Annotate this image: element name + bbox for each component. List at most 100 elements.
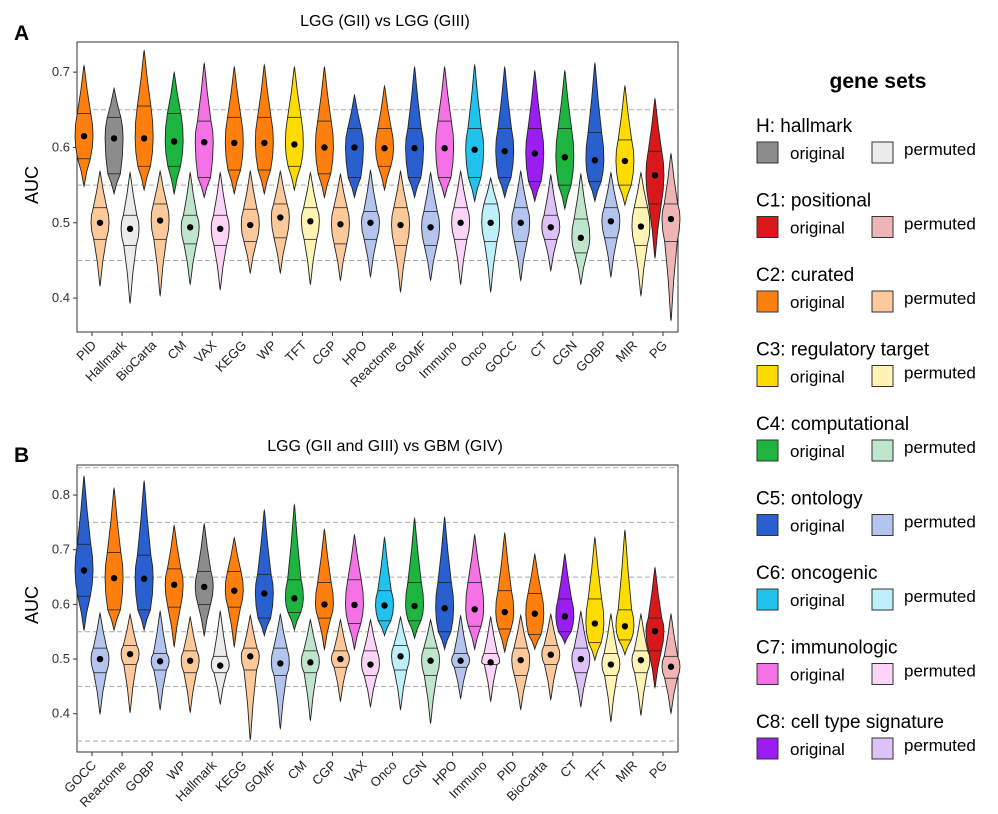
legend: gene sets H: hallmark original permuted C1:… (756, 70, 976, 760)
panel-a-median-point-original-immuno (441, 145, 448, 152)
legend-label-permuted: permuted (904, 289, 976, 308)
panel-a-median-point-original-wp (261, 139, 268, 147)
panel-b-violin-permuted-hallmark (210, 609, 230, 706)
panel-b-plot-frame (76, 464, 679, 753)
panel-a: A LGG (GII) vs LGG (GIII) AUC 0.4 0.5 0.6 0… (14, 13, 681, 390)
panel-a-median-point-permuted-gocc (517, 219, 524, 226)
panel-b-violin-original-cgn (405, 516, 425, 640)
panel-b-median-point-original-gobp (140, 575, 148, 582)
panel-a-violin-permuted-cgn (571, 172, 591, 286)
panel-a-y-tick-label: 0.6 (52, 139, 70, 154)
panel-a-title: LGG (GII) vs LGG (GIII) (300, 13, 470, 30)
panel-b-median-point-permuted-immuno (487, 659, 494, 666)
legend-group-h: H: hallmark (756, 116, 853, 137)
panel-a-violin-original-immuno (435, 65, 455, 200)
panel-a-violin-permuted-tft (300, 171, 320, 286)
panel-a-median-point-original-kegg (231, 139, 238, 147)
panel-b-median-point-permuted-tft (607, 661, 615, 668)
panel-a-median-point-permuted-biocarta (156, 217, 164, 224)
panel-b-median-point-original-kegg (231, 587, 238, 594)
panel-b-median-point-permuted-hpo (457, 657, 464, 664)
panel-b: B LGG (GII and GIII) vs GBM (GIV) AUC 0.… (14, 438, 681, 810)
legend-swatch-original-c6 (756, 588, 779, 611)
panel-b-median-point-permuted-biocarta (547, 651, 554, 658)
legend-label-permuted: permuted (904, 140, 976, 159)
panel-b-violin-permuted-immuno (481, 615, 501, 703)
panel-b-median-point-original-pg (651, 627, 659, 635)
panel-a-violin-original-biocarta (134, 49, 154, 192)
panel-a-median-point-permuted-gomf (427, 224, 434, 231)
panel-b-violin-original-gobp (134, 479, 154, 632)
panel-a-x-tick-label-gocc: GOCC (482, 338, 520, 376)
legend-swatch-permuted-h (871, 141, 894, 164)
panel-b-violin-original-biocarta (525, 552, 545, 651)
panel-a-violin-permuted-hallmark (120, 171, 140, 305)
panel-b-median-point-original-gomf (261, 590, 268, 597)
panel-b-violin-original-pg (645, 566, 665, 690)
panel-a-median-point-original-pg (651, 172, 659, 179)
panel-a-violin-original-cgp (314, 65, 334, 200)
panel-a-violin-original-kegg (224, 65, 244, 196)
panel-a-violin-permuted-pg (661, 152, 681, 322)
panel-a-violin-permuted-immuno (451, 169, 471, 286)
panel-a-median-point-original-gocc (501, 148, 508, 155)
panel-b-median-point-original-biocarta (531, 610, 538, 617)
panel-b-median-point-permuted-ct (577, 655, 585, 663)
panel-a-y-axis-label: AUC (22, 166, 42, 204)
panel-b-median-point-permuted-wp (186, 657, 194, 664)
panel-a-median-point-permuted-cm (186, 224, 194, 231)
legend-label-permuted: permuted (904, 513, 976, 532)
panel-b-y-tick-label: 0.4 (52, 706, 70, 721)
legend-label-permuted: permuted (904, 364, 976, 383)
panel-a-x-tick-label-pg: PG (646, 338, 670, 362)
panel-a-median-point-permuted-kegg (247, 221, 254, 229)
panel-a-violin-permuted-biocarta (150, 169, 170, 298)
panel-b-violin-permuted-cgn (421, 618, 441, 725)
panel-a-violin-permuted-wp (270, 169, 290, 275)
legend-swatch-permuted-c5 (871, 514, 894, 536)
panel-b-median-point-permuted-gobp (156, 658, 164, 665)
panel-b-median-point-original-gocc (80, 567, 88, 574)
panel-b-letter: B (14, 444, 29, 467)
panel-b-median-point-original-hallmark (201, 583, 208, 591)
panel-a-x-tick-label-cgp: CGP (309, 338, 340, 369)
legend-items: H: hallmark original permuted C1: positiona… (756, 116, 976, 760)
panel-b-y-tick-label: 0.5 (52, 651, 70, 666)
panel-a-x-tick-label-gobp: GOBP (573, 338, 610, 375)
legend-label-original: original (790, 293, 845, 312)
panel-b-x-tick-label-cgn: CGN (399, 758, 430, 789)
panel-a-median-point-original-cm (170, 138, 178, 145)
panel-a-median-point-permuted-mir (637, 223, 645, 230)
panel-b-median-point-original-ct (561, 613, 569, 620)
panel-a-median-point-original-hpo (351, 144, 358, 151)
legend-group-c7: C7: immunologic (756, 638, 898, 659)
panel-a-median-point-permuted-ct (547, 224, 554, 231)
panel-b-median-point-original-cgp (321, 601, 328, 608)
panel-a-violin-original-cgn (555, 69, 575, 211)
panel-b-violin-original-hpo (435, 515, 455, 651)
legend-title: gene sets (830, 70, 927, 93)
panel-a-median-point-original-vax (201, 138, 208, 146)
panel-b-median-point-permuted-kegg (247, 653, 254, 660)
panel-b-median-point-original-reactome (110, 574, 118, 582)
panel-b-violin-original-onco (375, 536, 394, 638)
legend-group-c4: C4: computational (756, 414, 909, 435)
panel-a-violin-permuted-reactome (391, 169, 410, 294)
panel-b-x-tick-label-kegg: KEGG (212, 758, 249, 795)
panel-b-median-point-permuted-vax (367, 661, 374, 668)
panel-b-violin-original-reactome (104, 486, 124, 632)
panel-b-violin-original-pid (495, 531, 515, 654)
panel-a-violin-original-tft (284, 65, 304, 192)
panel-a-median-point-permuted-reactome (397, 221, 404, 229)
panel-b-x-tick-label-gobp: GOBP (122, 758, 159, 795)
panel-b-violin-permuted-kegg (240, 613, 260, 742)
panel-b-x-tick-label-cgp: CGP (309, 758, 340, 789)
panel-b-violin-permuted-tft (601, 612, 621, 724)
panel-a-median-point-original-gobp (591, 157, 599, 164)
legend-label-permuted: permuted (904, 438, 976, 457)
panel-b-y-tick-label: 0.7 (52, 542, 70, 557)
panel-b-median-point-permuted-gomf (277, 660, 284, 667)
panel-a-violin-permuted-gobp (601, 171, 621, 279)
legend-swatch-permuted-c8 (871, 737, 894, 760)
legend-group-c3: C3: regulatory target (756, 340, 930, 361)
